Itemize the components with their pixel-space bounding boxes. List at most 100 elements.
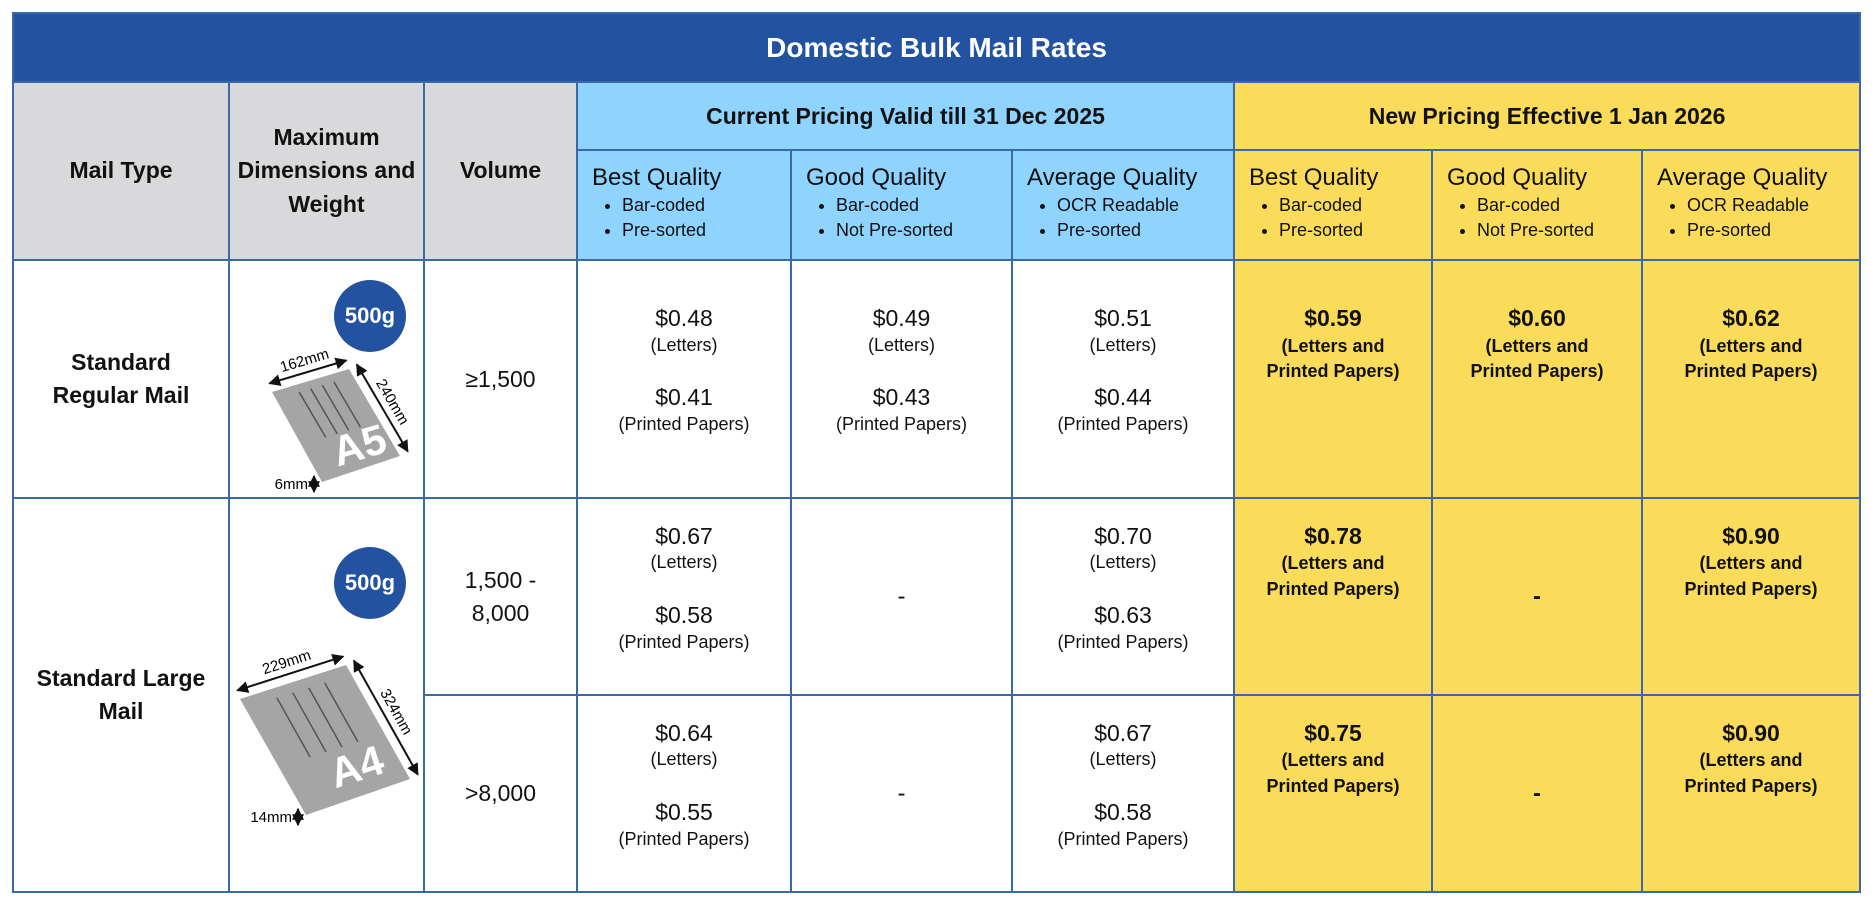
price: $0.41 <box>655 384 713 411</box>
price-cell: $0.49 (Letters) $0.43 (Printed Papers) <box>790 259 1013 499</box>
paper-line <box>298 391 327 438</box>
no-price: - <box>897 779 906 807</box>
price: $0.48 <box>655 305 713 331</box>
price-block: $0.75 (Letters and Printed Papers) <box>1235 719 1431 869</box>
paper-shape <box>272 369 400 482</box>
quality-header: Good QualityBar-codedNot Pre-sorted <box>1431 149 1643 261</box>
price-note: (Letters and Printed Papers) <box>1684 750 1818 796</box>
price-note: (Letters) <box>1089 334 1157 355</box>
price-block: $0.67 (Letters) $0.58 (Printed Papers) <box>1013 719 1233 869</box>
price-note: (Printed Papers) <box>835 414 968 435</box>
paper-line <box>292 692 327 753</box>
volume-cell: 1,500 - 8,000 <box>423 497 578 696</box>
price: $0.67 <box>655 522 713 549</box>
price: $0.58 <box>655 601 713 628</box>
volume: 1,500 - 8,000 <box>464 567 537 626</box>
thickness-label: 14mm <box>250 809 292 826</box>
quality-name: Good Quality <box>1447 164 1588 191</box>
price-cell: $0.64 (Letters) $0.55 (Printed Papers) <box>576 694 792 893</box>
price-block: $0.90 (Letters and Printed Papers) <box>1643 522 1859 672</box>
price-note: (Letters) <box>1089 749 1157 770</box>
group-header: New Pricing Effective 1 Jan 2026 <box>1232 81 1862 151</box>
price-cell: $0.62 (Letters and Printed Papers) <box>1640 259 1862 499</box>
rates-table: Domestic Bulk Mail Rates Mail Type Maximum… <box>11 12 1862 893</box>
price-block: $0.64 (Letters) $0.55 (Printed Papers) <box>578 719 790 869</box>
weight-label: 500g <box>345 570 395 595</box>
no-price: - <box>1533 582 1541 610</box>
price-cell: $0.67 (Letters) $0.58 (Printed Papers) <box>576 497 792 696</box>
header-row: Mail Type Maximum Dimensions and Weight Vo… <box>12 81 1862 261</box>
feature-list: Bar-codedNot Pre-sorted <box>806 193 1011 242</box>
price-note: (Letters and Printed Papers) <box>1266 553 1400 599</box>
price-block: $0.70 (Letters) $0.63 (Printed Papers) <box>1013 522 1233 672</box>
price: $0.67 <box>1094 719 1152 746</box>
column-header: Maximum Dimensions and Weight <box>228 81 425 261</box>
dimension-arrow <box>236 654 345 693</box>
column-header: Volume <box>423 81 578 261</box>
quality-name: Average Quality <box>1027 164 1198 191</box>
price: $0.60 <box>1508 305 1566 331</box>
quality-name: Best Quality <box>592 164 722 191</box>
price-note: (Printed Papers) <box>618 631 750 652</box>
quality-header: Average QualityOCR ReadablePre-sorted <box>1640 149 1862 261</box>
feature: Bar-coded <box>1279 193 1431 217</box>
price-cell: $0.75 (Letters and Printed Papers) <box>1233 694 1433 893</box>
quality-header: Best QualityBar-codedPre-sorted <box>576 149 792 261</box>
price: $0.90 <box>1722 719 1780 746</box>
width-label: 162mm <box>278 346 331 377</box>
price-cell: $0.48 (Letters) $0.41 (Printed Papers) <box>576 259 792 499</box>
price-block: $0.60 (Letters and Printed Papers) <box>1433 304 1641 454</box>
price-cell: $0.67 (Letters) $0.58 (Printed Papers) <box>1011 694 1235 893</box>
price: $0.58 <box>1094 798 1152 825</box>
feature: Pre-sorted <box>1687 218 1859 242</box>
price-note: (Letters) <box>650 334 718 355</box>
price: $0.75 <box>1304 719 1362 746</box>
weight-badge <box>334 547 406 619</box>
paper-line <box>276 697 311 758</box>
feature: Pre-sorted <box>1057 218 1233 242</box>
feature-list: OCR ReadablePre-sorted <box>1657 193 1859 242</box>
thickness-label: 6mm <box>275 476 308 493</box>
paper-line <box>310 388 338 435</box>
price-block: $0.48 (Letters) $0.41 (Printed Papers) <box>578 304 790 454</box>
paper-line <box>308 687 343 748</box>
feature: Pre-sorted <box>1279 218 1431 242</box>
column-header: Mail Type <box>12 81 230 261</box>
price: $0.59 <box>1304 305 1362 331</box>
mail-type-cell: Standard Large Mail <box>12 497 230 893</box>
feature: OCR Readable <box>1687 193 1859 217</box>
quality-header: Good QualityBar-codedNot Pre-sorted <box>790 149 1013 261</box>
dimension-arrow <box>268 357 348 387</box>
feature-list: OCR ReadablePre-sorted <box>1027 193 1233 242</box>
weight-badge <box>334 280 406 352</box>
quality-header: Best QualityBar-codedPre-sorted <box>1233 149 1433 261</box>
dimension-arrow <box>355 363 409 453</box>
price-note: (Printed Papers) <box>618 828 750 849</box>
feature-list: Bar-codedPre-sorted <box>592 193 790 242</box>
body-row: Standard Large Mail 500g 229mm 324mm A4 14mm 1… <box>12 497 1862 893</box>
body-row: >8,000 $0.64 (Letters) $0.55 (Printed Papers… <box>13 694 1862 893</box>
feature-list: Bar-codedNot Pre-sorted <box>1447 193 1641 242</box>
quality-name: Best Quality <box>1249 164 1379 191</box>
price-note: (Letters and Printed Papers) <box>1684 335 1818 382</box>
weight-label: 500g <box>345 303 395 328</box>
price-block: $0.51 (Letters) $0.44 (Printed Papers) <box>1013 304 1233 454</box>
price-block: $0.49 (Letters) $0.43 (Printed Papers) <box>792 304 1011 454</box>
mail-type: Standard Regular Mail <box>52 348 190 408</box>
price: $0.70 <box>1094 522 1152 549</box>
price: $0.55 <box>655 798 713 825</box>
quality-name: Average Quality <box>1657 164 1828 191</box>
title-row: Domestic Bulk Mail Rates <box>11 12 1862 83</box>
price: $0.64 <box>655 719 713 746</box>
group-header: Current Pricing Valid till 31 Dec 2025 <box>576 81 1235 151</box>
paper-line <box>333 381 361 428</box>
price-cell: $0.78 (Letters and Printed Papers) <box>1233 497 1433 696</box>
feature: Bar-coded <box>622 193 790 217</box>
price: $0.63 <box>1094 601 1152 628</box>
price-note: (Printed Papers) <box>1057 414 1189 435</box>
price-cell: - <box>790 694 1013 893</box>
price-note: (Letters) <box>650 552 718 573</box>
